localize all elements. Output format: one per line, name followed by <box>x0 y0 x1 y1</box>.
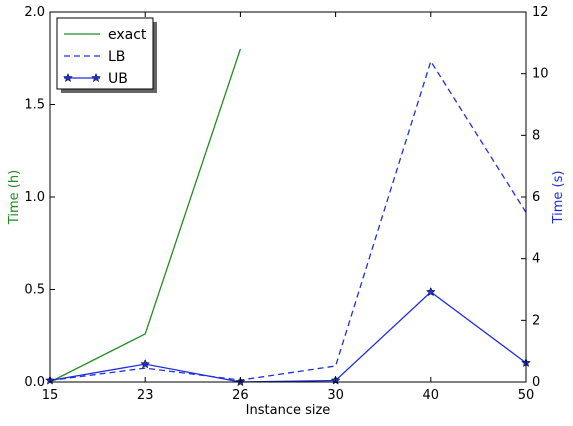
x-tick-label: 30 <box>327 388 344 403</box>
series-line-lb <box>49 59 527 382</box>
right-tick-label: 4 <box>532 252 540 267</box>
right-tick-label: 0 <box>532 375 540 390</box>
legend-box <box>56 17 154 90</box>
series-point-ub <box>425 286 436 297</box>
left-axis-title: Time (h) <box>7 170 22 225</box>
x-tick-label: 15 <box>42 388 59 403</box>
series-line-exact <box>49 48 242 383</box>
x-axis-ticks: 15 23 26 30 40 50 <box>42 12 535 403</box>
left-tick-label: 0.0 <box>24 375 45 390</box>
left-tick-label: 0.5 <box>24 283 45 298</box>
left-axis-ticks: 0.0 0.5 1.0 1.5 2.0 <box>24 5 55 390</box>
legend-label-exact: exact <box>108 27 147 43</box>
left-tick-label: 1.5 <box>24 98 45 113</box>
right-axis-ticks: 0 2 4 6 8 10 12 <box>521 5 549 390</box>
legend-marker-ub-right <box>90 72 102 83</box>
right-axis-title: Time (s) <box>551 171 566 225</box>
right-tick-label: 8 <box>532 128 540 143</box>
legend-label-lb: LB <box>108 49 125 65</box>
right-tick-label: 6 <box>532 190 540 205</box>
left-tick-label: 1.0 <box>24 190 45 205</box>
legend: exact LB UB <box>56 17 157 93</box>
right-tick-label: 10 <box>532 67 549 82</box>
x-axis-title: Instance size <box>246 403 331 418</box>
series-line-ub <box>49 291 527 383</box>
x-tick-label: 26 <box>232 388 249 403</box>
x-tick-label: 40 <box>423 388 440 403</box>
right-tick-label: 12 <box>532 5 549 20</box>
x-tick-label: 50 <box>518 388 535 403</box>
legend-marker-ub-left <box>62 72 74 83</box>
left-tick-label: 2.0 <box>24 5 45 20</box>
legend-label-ub: UB <box>108 71 128 87</box>
series-point-ub <box>140 358 151 369</box>
x-tick-label: 23 <box>137 388 154 403</box>
right-tick-label: 2 <box>532 313 540 328</box>
